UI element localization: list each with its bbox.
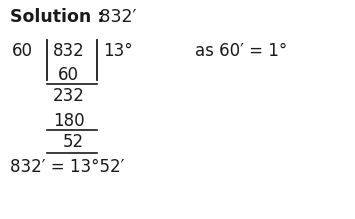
Text: 60: 60 <box>12 42 33 60</box>
Text: as 60′ = 1°: as 60′ = 1° <box>195 42 287 60</box>
Text: 52: 52 <box>63 133 84 151</box>
Text: 13°: 13° <box>103 42 133 60</box>
Text: 180: 180 <box>53 112 84 130</box>
Text: 232: 232 <box>53 87 85 105</box>
Text: 60: 60 <box>58 66 79 84</box>
Text: 832: 832 <box>53 42 85 60</box>
Text: Solution :: Solution : <box>10 8 104 26</box>
Text: 832′: 832′ <box>94 8 137 26</box>
Text: 832′ = 13°52′: 832′ = 13°52′ <box>10 158 124 176</box>
